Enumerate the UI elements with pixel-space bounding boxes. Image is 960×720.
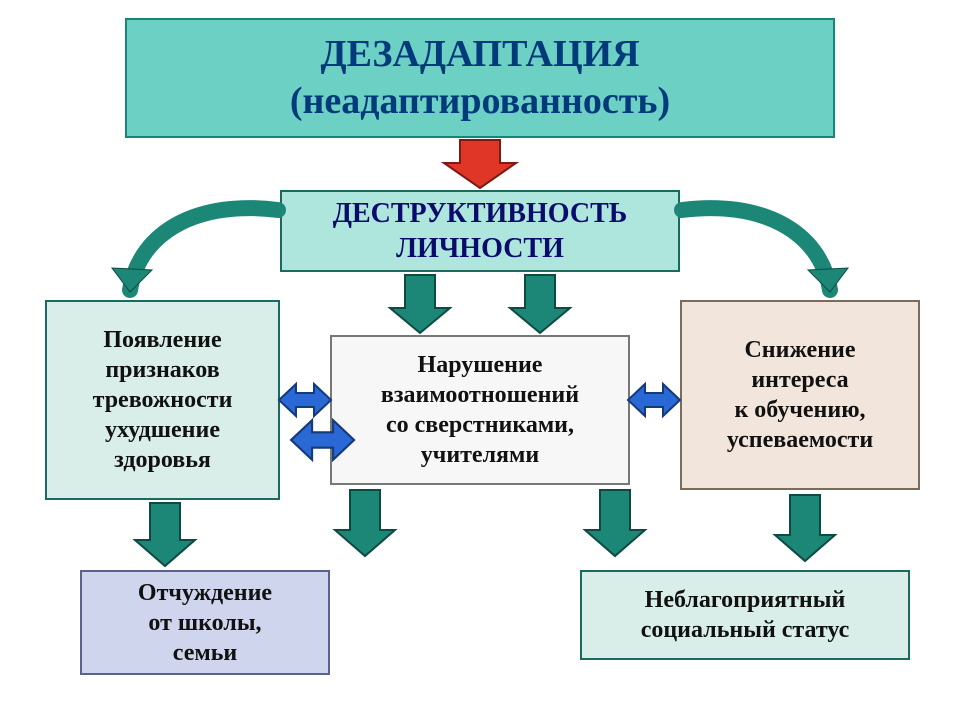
anxiety-l4: ухудшение — [105, 415, 220, 445]
arrow-destruct-down-1 — [390, 275, 450, 333]
anxiety-l5: здоровья — [114, 445, 211, 475]
arrow-interest-to-status — [775, 495, 835, 561]
relations-l3: со сверстниками, — [386, 410, 574, 440]
interest-l4: успеваемости — [727, 425, 873, 455]
arrow-curve-left — [112, 208, 278, 292]
arrow-relations-to-alienation — [335, 490, 395, 556]
anxiety-l3: тревожности — [93, 385, 233, 415]
arrow-curve-right — [682, 208, 848, 292]
status-l1: Неблагоприятный — [645, 585, 846, 615]
destruct-line2: ЛИЧНОСТИ — [396, 231, 564, 266]
arrow-title-to-destruct — [444, 140, 516, 188]
title-line2: (неадаптированность) — [290, 78, 670, 126]
arrow-anxiety-to-alienation — [135, 503, 195, 566]
interest-l3: к обучению, — [734, 395, 865, 425]
anxiety-l2: признаков — [105, 355, 219, 385]
interest-box: Снижение интереса к обучению, успеваемос… — [680, 300, 920, 490]
alienation-l1: Отчуждение — [138, 578, 272, 608]
anxiety-box: Появление признаков тревожности ухудшени… — [45, 300, 280, 500]
relations-l2: взаимоотношений — [381, 380, 579, 410]
interest-l1: Снижение — [744, 335, 855, 365]
arrow-bi-left-shape — [279, 384, 331, 416]
destructiveness-box: ДЕСТРУКТИВНОСТЬ ЛИЧНОСТИ — [280, 190, 680, 272]
arrow-relations-to-status — [585, 490, 645, 556]
alienation-l2: от школы, — [148, 608, 261, 638]
status-box: Неблагоприятный социальный статус — [580, 570, 910, 660]
title-box: ДЕЗАДАПТАЦИЯ (неадаптированность) — [125, 18, 835, 138]
arrow-destruct-down-2 — [510, 275, 570, 333]
destruct-line1: ДЕСТРУКТИВНОСТЬ — [333, 196, 628, 231]
alienation-box: Отчуждение от школы, семьи — [80, 570, 330, 675]
relations-l4: учителями — [421, 440, 539, 470]
title-line1: ДЕЗАДАПТАЦИЯ — [320, 31, 639, 79]
interest-l2: интереса — [751, 365, 848, 395]
arrow-bi-right — [628, 384, 680, 416]
relations-box: Нарушение взаимоотношений со сверстникам… — [330, 335, 630, 485]
anxiety-l1: Появление — [103, 325, 221, 355]
alienation-l3: семьи — [173, 638, 237, 668]
status-l2: социальный статус — [641, 615, 850, 645]
relations-l1: Нарушение — [418, 350, 543, 380]
